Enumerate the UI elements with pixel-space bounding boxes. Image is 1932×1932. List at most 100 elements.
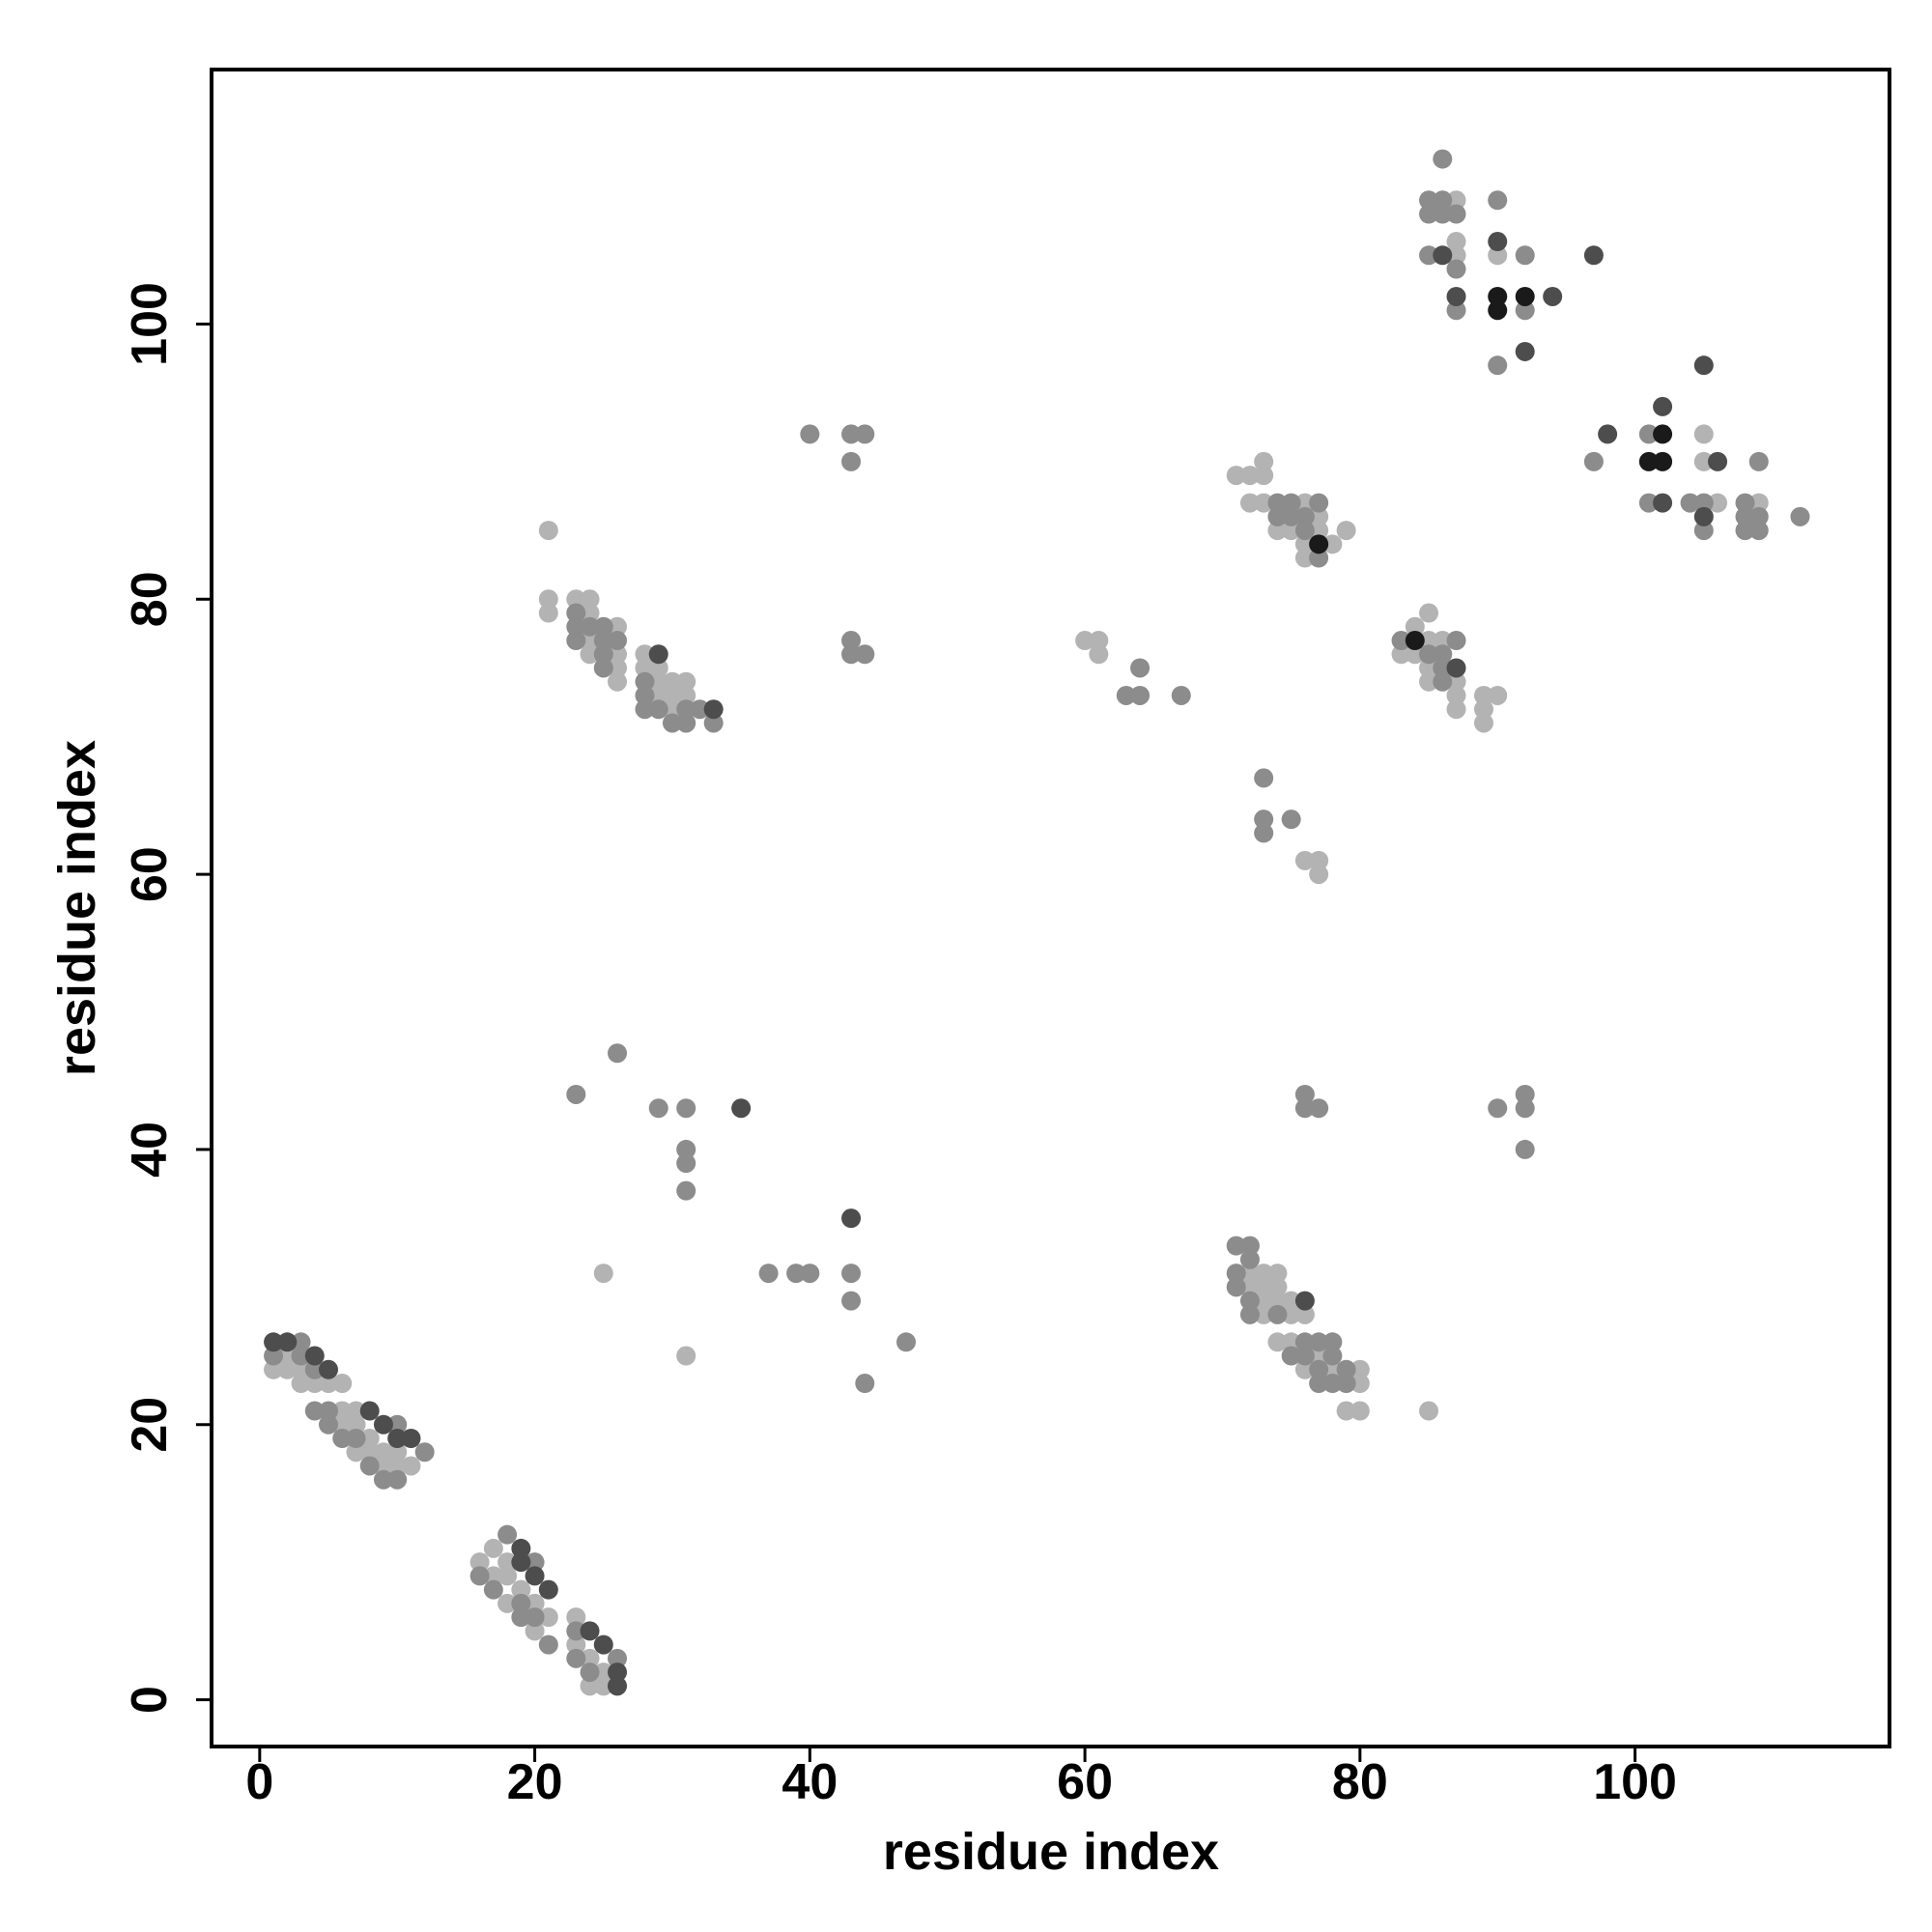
contact-point [1748, 506, 1769, 526]
contact-point [1267, 506, 1288, 526]
contact-point [511, 1607, 531, 1628]
contact-point [291, 1332, 311, 1352]
contact-point [1226, 1236, 1246, 1256]
contact-point [690, 699, 710, 720]
contact-point [1294, 1291, 1315, 1311]
contact-point [1267, 1304, 1288, 1324]
contact-point [1446, 204, 1466, 224]
contact-point [1446, 631, 1466, 651]
contact-point [1488, 245, 1508, 266]
x-tick-label: 0 [245, 1754, 273, 1810]
contact-point [525, 1621, 545, 1641]
contact-point [703, 713, 724, 733]
contact-point [1693, 424, 1714, 444]
contact-point [1708, 493, 1728, 513]
contact-point [1322, 534, 1343, 554]
contact-point [1294, 521, 1315, 541]
contact-point [469, 1552, 490, 1573]
contact-point [1735, 493, 1755, 513]
contact-point [580, 631, 600, 651]
contact-point [387, 1456, 408, 1476]
contact-point [1693, 521, 1714, 541]
contact-point [304, 1401, 325, 1421]
contact-point [525, 1593, 545, 1613]
contact-point [566, 616, 586, 637]
contact-point [538, 1607, 558, 1628]
contact-point [1433, 149, 1453, 169]
contact-point [593, 1676, 613, 1696]
contact-point [662, 685, 682, 705]
contact-point [1309, 534, 1329, 554]
contact-point [1488, 1098, 1508, 1119]
contact-point [566, 1648, 586, 1668]
plot-frame [210, 68, 1891, 1748]
contact-point [1226, 466, 1246, 486]
contact-point [373, 1456, 393, 1476]
contact-point [359, 1401, 380, 1421]
contact-point [1515, 245, 1535, 266]
contact-point [332, 1428, 353, 1448]
contact-point [1790, 506, 1810, 526]
contact-point [1446, 190, 1466, 211]
contact-point [593, 1634, 613, 1655]
contact-point [511, 1579, 531, 1600]
contact-point [1446, 286, 1466, 306]
contact-point [841, 644, 862, 665]
contact-point [1473, 713, 1493, 733]
contact-point [1239, 1236, 1260, 1256]
contact-point [1419, 658, 1439, 678]
contact-point [1254, 1277, 1274, 1297]
contact-point [1336, 1359, 1356, 1379]
contact-point [1748, 493, 1769, 513]
contact-point [648, 671, 668, 692]
contact-point [1239, 1249, 1260, 1269]
contact-point [1089, 644, 1109, 665]
contact-point [525, 1552, 545, 1573]
contact-point [1322, 1332, 1343, 1352]
contact-point [1294, 1098, 1315, 1119]
contact-point [635, 699, 655, 720]
contact-point [1693, 493, 1714, 513]
contact-point [1638, 424, 1659, 444]
contact-point [277, 1332, 298, 1352]
contact-point [483, 1579, 503, 1600]
contact-point [1653, 396, 1673, 416]
contact-point [538, 1579, 558, 1600]
contact-point [319, 1401, 339, 1421]
contact-point [648, 644, 668, 665]
contact-point [1515, 1139, 1535, 1159]
contact-point [387, 1428, 408, 1448]
contact-point [304, 1374, 325, 1394]
contact-point [387, 1469, 408, 1490]
contact-point [593, 658, 613, 678]
contact-point [1748, 451, 1769, 471]
contact-point [1254, 1264, 1274, 1284]
contact-point [264, 1346, 284, 1366]
contact-point [896, 1332, 917, 1352]
contact-point [387, 1414, 408, 1435]
contact-point [1089, 631, 1109, 651]
contact-point [608, 671, 628, 692]
y-tick-label: 0 [122, 1686, 178, 1714]
contact-point [538, 521, 558, 541]
contact-point [676, 699, 696, 720]
contact-point [1748, 521, 1769, 541]
contact-point [1267, 493, 1288, 513]
contact-point [346, 1414, 366, 1435]
contact-point [1294, 493, 1315, 513]
contact-point [1473, 685, 1493, 705]
contact-point [1693, 506, 1714, 526]
contact-point [1433, 644, 1453, 665]
x-tick-label: 20 [507, 1754, 563, 1810]
contact-point [800, 1264, 820, 1284]
contact-point [319, 1374, 339, 1394]
contact-point [1680, 493, 1700, 513]
contact-point [703, 699, 724, 720]
contact-point [1515, 1098, 1535, 1119]
contact-point [538, 589, 558, 610]
contact-point [566, 1084, 586, 1104]
contact-point [841, 1208, 862, 1229]
contact-point [1735, 506, 1755, 526]
y-axis-title: residue index [48, 740, 106, 1076]
contact-point [1433, 671, 1453, 692]
